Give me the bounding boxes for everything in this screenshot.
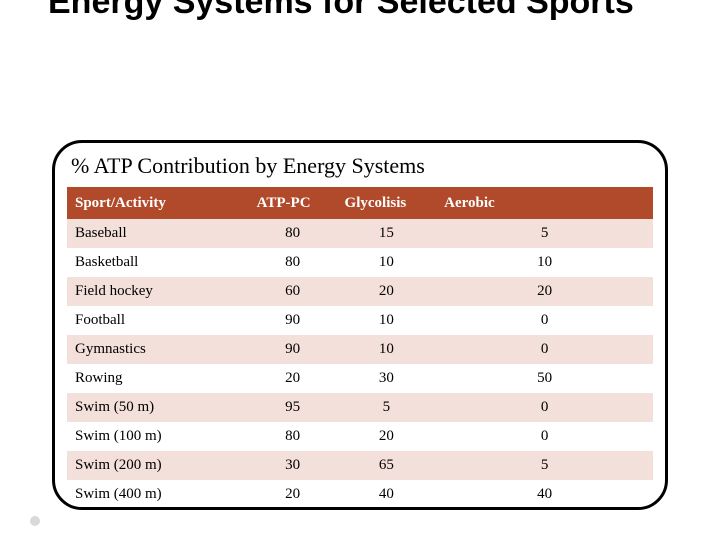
cell-aer: 40 bbox=[436, 480, 653, 509]
cell-aer: 0 bbox=[436, 335, 653, 364]
energy-systems-table: Sport/Activity ATP-PC Glycolisis Aerobic… bbox=[67, 187, 653, 510]
cell-sport: Basketball bbox=[67, 248, 249, 277]
table-row: Rowing 20 30 50 bbox=[67, 364, 653, 393]
cell-aer: 20 bbox=[436, 277, 653, 306]
cell-sport: Swim (200 m) bbox=[67, 451, 249, 480]
table-row: Field hockey 60 20 20 bbox=[67, 277, 653, 306]
cell-atp: 80 bbox=[249, 219, 337, 248]
table-row: Swim (100 m) 80 20 0 bbox=[67, 422, 653, 451]
cell-sport: Swim (50 m) bbox=[67, 393, 249, 422]
cell-atp: 60 bbox=[249, 277, 337, 306]
cell-aer: 0 bbox=[436, 393, 653, 422]
cell-atp: 10 bbox=[249, 509, 337, 510]
table-row: Baseball 80 15 5 bbox=[67, 219, 653, 248]
cell-glyc: 10 bbox=[337, 335, 437, 364]
cell-sport: Rowing bbox=[67, 364, 249, 393]
page-title: Energy Systems for Selected Sports bbox=[48, 0, 680, 23]
slide: Energy Systems for Selected Sports % ATP… bbox=[0, 0, 720, 540]
col-header-atp: ATP-PC bbox=[249, 187, 337, 219]
cell-atp: 20 bbox=[249, 480, 337, 509]
cell-sport: Football bbox=[67, 306, 249, 335]
cell-aer: 0 bbox=[436, 306, 653, 335]
cell-glyc: 65 bbox=[337, 451, 437, 480]
table-row: Basketball 80 10 10 bbox=[67, 248, 653, 277]
cell-sport: Field hockey bbox=[67, 277, 249, 306]
table-body: Baseball 80 15 5 Basketball 80 10 10 Fie… bbox=[67, 219, 653, 510]
cell-sport: Gymnastics bbox=[67, 335, 249, 364]
slide-bullet-icon bbox=[30, 516, 40, 526]
table-row: Swim (1. 5 km) 10 20 70 bbox=[67, 509, 653, 510]
card-subtitle: % ATP Contribution by Energy Systems bbox=[71, 153, 653, 179]
cell-atp: 90 bbox=[249, 306, 337, 335]
table-row: Football 90 10 0 bbox=[67, 306, 653, 335]
col-header-sport: Sport/Activity bbox=[67, 187, 249, 219]
cell-glyc: 20 bbox=[337, 422, 437, 451]
cell-glyc: 5 bbox=[337, 393, 437, 422]
cell-glyc: 10 bbox=[337, 248, 437, 277]
cell-aer: 0 bbox=[436, 422, 653, 451]
cell-aer: 50 bbox=[436, 364, 653, 393]
col-header-aerobic: Aerobic bbox=[436, 187, 653, 219]
cell-glyc: 20 bbox=[337, 509, 437, 510]
cell-atp: 80 bbox=[249, 422, 337, 451]
table-row: Swim (50 m) 95 5 0 bbox=[67, 393, 653, 422]
cell-aer: 70 bbox=[436, 509, 653, 510]
col-header-glycolysis: Glycolisis bbox=[337, 187, 437, 219]
cell-glyc: 40 bbox=[337, 480, 437, 509]
table-row: Gymnastics 90 10 0 bbox=[67, 335, 653, 364]
content-card: % ATP Contribution by Energy Systems Spo… bbox=[52, 140, 668, 510]
cell-sport: Swim (100 m) bbox=[67, 422, 249, 451]
cell-glyc: 15 bbox=[337, 219, 437, 248]
cell-aer: 5 bbox=[436, 451, 653, 480]
cell-aer: 5 bbox=[436, 219, 653, 248]
cell-sport: Baseball bbox=[67, 219, 249, 248]
cell-glyc: 10 bbox=[337, 306, 437, 335]
table-row: Swim (200 m) 30 65 5 bbox=[67, 451, 653, 480]
cell-atp: 80 bbox=[249, 248, 337, 277]
cell-atp: 90 bbox=[249, 335, 337, 364]
cell-sport: Swim (1. 5 km) bbox=[67, 509, 249, 510]
cell-atp: 95 bbox=[249, 393, 337, 422]
table-row: Swim (400 m) 20 40 40 bbox=[67, 480, 653, 509]
cell-atp: 30 bbox=[249, 451, 337, 480]
cell-glyc: 30 bbox=[337, 364, 437, 393]
cell-sport: Swim (400 m) bbox=[67, 480, 249, 509]
cell-glyc: 20 bbox=[337, 277, 437, 306]
table-header-row: Sport/Activity ATP-PC Glycolisis Aerobic bbox=[67, 187, 653, 219]
cell-aer: 10 bbox=[436, 248, 653, 277]
cell-atp: 20 bbox=[249, 364, 337, 393]
